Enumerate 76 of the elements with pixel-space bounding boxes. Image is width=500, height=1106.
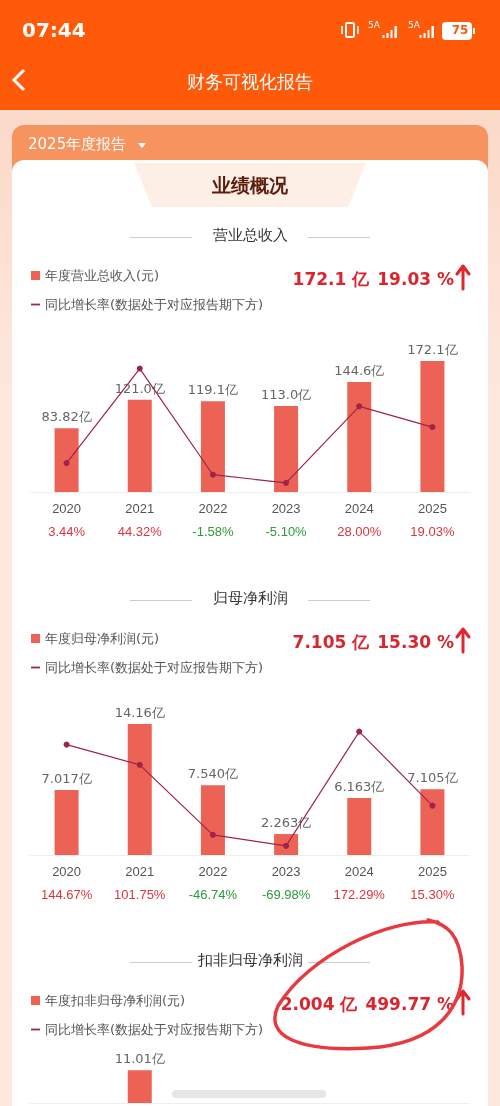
bar	[420, 789, 445, 855]
text: 2025年度报告	[28, 135, 127, 154]
data-label: 101.75%	[114, 887, 166, 902]
text: 07:44	[22, 18, 86, 42]
bar	[420, 360, 445, 492]
legend-label: 同比增长率(数据处于对应报告期下方)	[45, 297, 264, 312]
legend-label: 年度营业总收入(元)	[45, 268, 160, 283]
text: 75	[450, 23, 470, 37]
legend-label: 同比增长率(数据处于对应报告期下方)	[45, 660, 264, 675]
x-tick-label: 2021	[125, 501, 155, 516]
data-label: 7.105亿	[407, 770, 458, 786]
text: 7.105 亿	[292, 632, 370, 652]
x-tick-label: 2025	[417, 501, 447, 516]
data-label: 172.1亿	[407, 341, 458, 357]
data-label: -1.58%	[192, 524, 234, 539]
point	[136, 761, 143, 768]
legend-label: 同比增长率(数据处于对应报告期下方)	[45, 1022, 264, 1037]
chart-title: 营业总收入	[211, 226, 289, 245]
x-tick-label: 2022	[198, 864, 228, 879]
data-label: -5.10%	[265, 524, 308, 539]
chart-title: 归母净利润	[211, 589, 289, 608]
data-label: 7.017亿	[41, 771, 92, 787]
bar	[347, 381, 372, 492]
point	[283, 479, 290, 486]
point	[209, 831, 216, 838]
point	[429, 802, 436, 809]
point	[429, 424, 436, 431]
data-label: -69.98%	[261, 887, 311, 902]
text: 172.1 亿	[292, 269, 370, 289]
x-tick-label: 2020	[52, 864, 82, 879]
point	[63, 741, 70, 748]
x-tick-label: 2023	[271, 864, 301, 879]
x-tick-label: 2024	[344, 501, 374, 516]
point	[356, 403, 363, 410]
data-label: 44.32%	[117, 524, 163, 539]
text: 15.30 %	[377, 632, 454, 652]
point	[356, 728, 363, 735]
bar	[127, 723, 152, 855]
text: 财务可视化报告	[186, 70, 314, 94]
text: 业绩概况	[211, 173, 289, 198]
bar	[54, 428, 79, 492]
bar	[54, 790, 79, 855]
data-label: 119.1亿	[187, 382, 239, 398]
point	[209, 471, 216, 478]
data-label: 144.67%	[40, 887, 93, 902]
data-label: 19.03%	[410, 524, 455, 539]
x-tick-label: 2024	[344, 864, 374, 879]
x-tick-label: 2020	[52, 501, 82, 516]
data-label: 144.6亿	[334, 362, 385, 378]
x-tick-label: 2021	[125, 864, 155, 879]
text: 19.03 %	[377, 269, 454, 289]
data-label: 28.00%	[337, 524, 382, 539]
text: 5A	[368, 20, 380, 30]
data-label: 15.30%	[410, 887, 455, 902]
bar	[127, 399, 152, 492]
x-tick-label: 2025	[417, 864, 447, 879]
data-label: 83.82亿	[41, 409, 92, 425]
data-label: 7.540亿	[187, 766, 239, 782]
point	[63, 460, 70, 467]
data-label: -46.74%	[188, 887, 238, 902]
text: 5A	[408, 20, 420, 30]
data-label: 11.01亿	[114, 1051, 165, 1067]
bar	[347, 797, 372, 855]
point	[136, 365, 143, 372]
x-tick-label: 2022	[198, 501, 228, 516]
data-label: 3.44%	[48, 524, 86, 539]
bar	[200, 785, 225, 855]
data-label: 172.29%	[333, 887, 386, 902]
legend-label: 年度归母净利润(元)	[45, 631, 160, 646]
legend-label: 年度扣非归母净利润(元)	[45, 993, 186, 1008]
bar	[200, 401, 225, 492]
data-label: 6.163亿	[334, 778, 385, 794]
data-label: 14.16亿	[114, 704, 165, 720]
x-tick-label: 2023	[271, 501, 301, 516]
bar	[274, 405, 299, 492]
data-label: 113.0亿	[260, 386, 312, 402]
